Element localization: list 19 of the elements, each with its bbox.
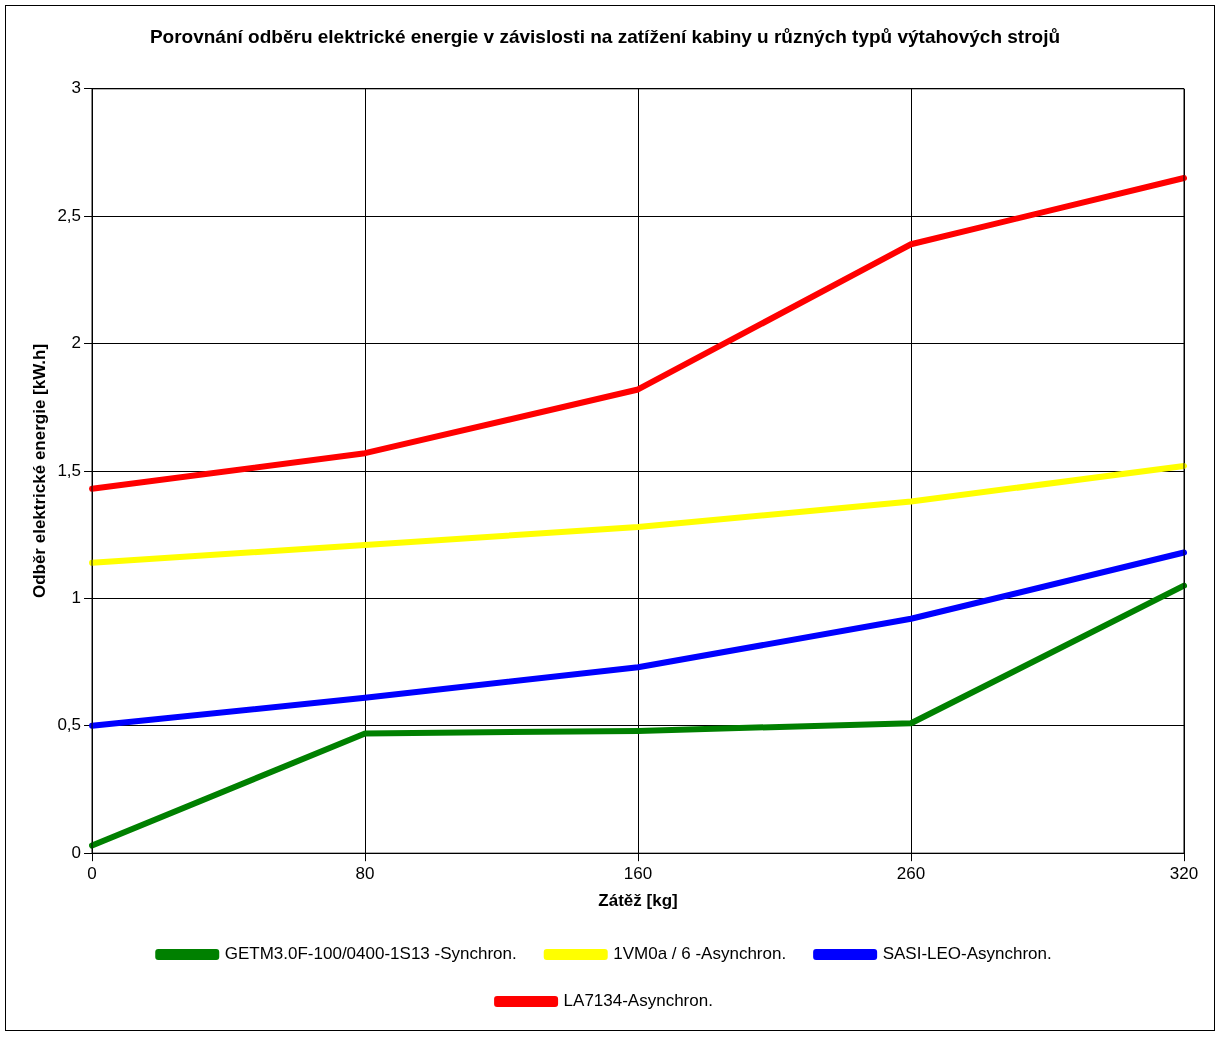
x-tick-label: 320 <box>1169 864 1199 884</box>
legend-label: LA7134-Asynchron. <box>563 991 713 1011</box>
y-tick-label: 1,5 <box>57 460 82 480</box>
y-axis-title: Odběr elektrické energie [kW.h] <box>29 343 49 599</box>
y-tick-label: 2 <box>71 333 82 353</box>
x-tick-label: 80 <box>355 864 375 884</box>
y-tick-label: 2,5 <box>57 205 82 225</box>
legend-label: 1VM0a / 6 -Asynchron. <box>613 944 787 964</box>
y-tick-label: 3 <box>71 78 82 98</box>
x-axis-title: Zátěž [kg] <box>598 891 678 911</box>
x-tick-label: 260 <box>896 864 926 884</box>
x-tick-label: 0 <box>87 864 97 884</box>
y-tick-label: 0,5 <box>57 715 82 735</box>
legend-label: SASI-LEO-Asynchron. <box>882 944 1052 964</box>
y-tick-label: 1 <box>71 588 82 608</box>
chart-title: Porovnání odběru elektrické energie v závislosti na zatížení kabiny u různých typů výtahových strojů <box>149 25 1061 47</box>
y-tick-label: 0 <box>71 842 82 862</box>
x-tick-label: 160 <box>623 864 653 884</box>
legend-label: GETM3.0F-100/0400-1S13 -Synchron. <box>224 944 517 964</box>
